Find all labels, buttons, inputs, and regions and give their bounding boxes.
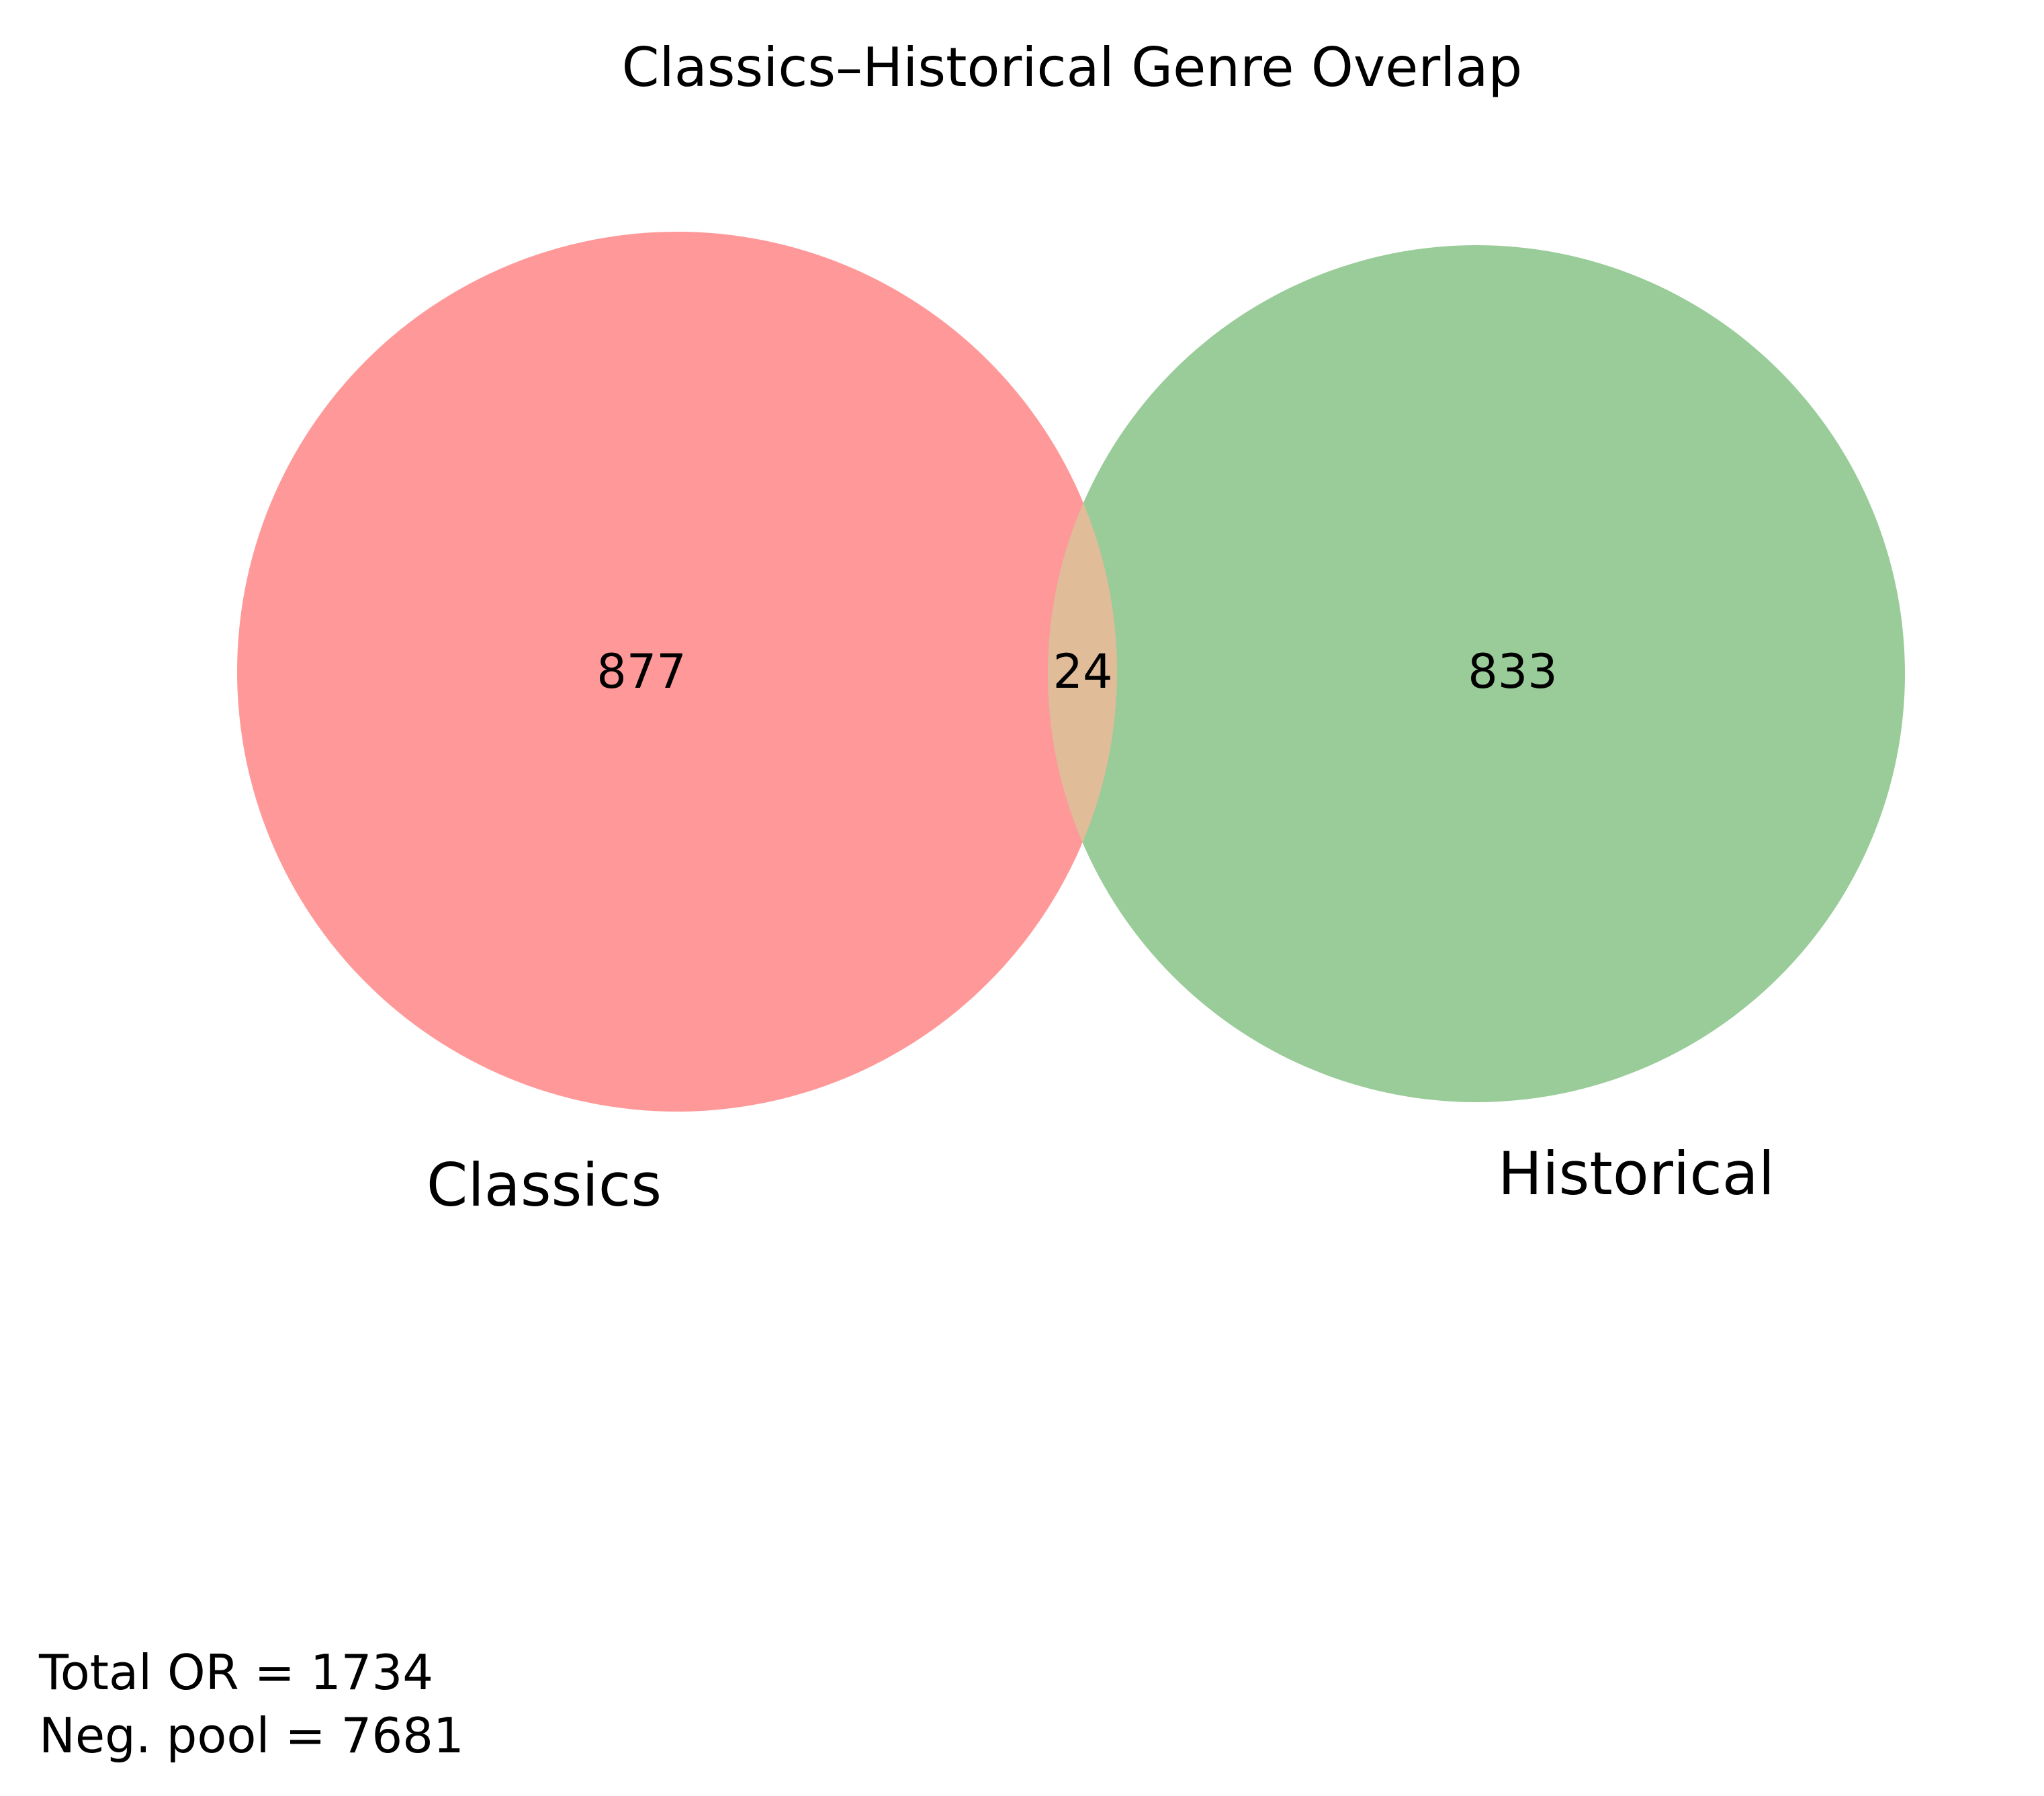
classics-set-label: Classics <box>427 1151 662 1220</box>
neg-pool-note: Neg. pool = 7681 <box>39 1707 464 1764</box>
classics-only-count: 877 <box>596 644 686 699</box>
total-or-note: Total OR = 1734 <box>39 1644 434 1701</box>
historical-circle <box>1048 245 1905 1102</box>
intersection-count: 24 <box>1053 644 1112 699</box>
historical-set-label: Historical <box>1498 1139 1775 1208</box>
historical-only-count: 833 <box>1468 644 1558 699</box>
chart-title: Classics–Historical Genre Overlap <box>622 36 1523 99</box>
classics-circle <box>237 232 1117 1112</box>
